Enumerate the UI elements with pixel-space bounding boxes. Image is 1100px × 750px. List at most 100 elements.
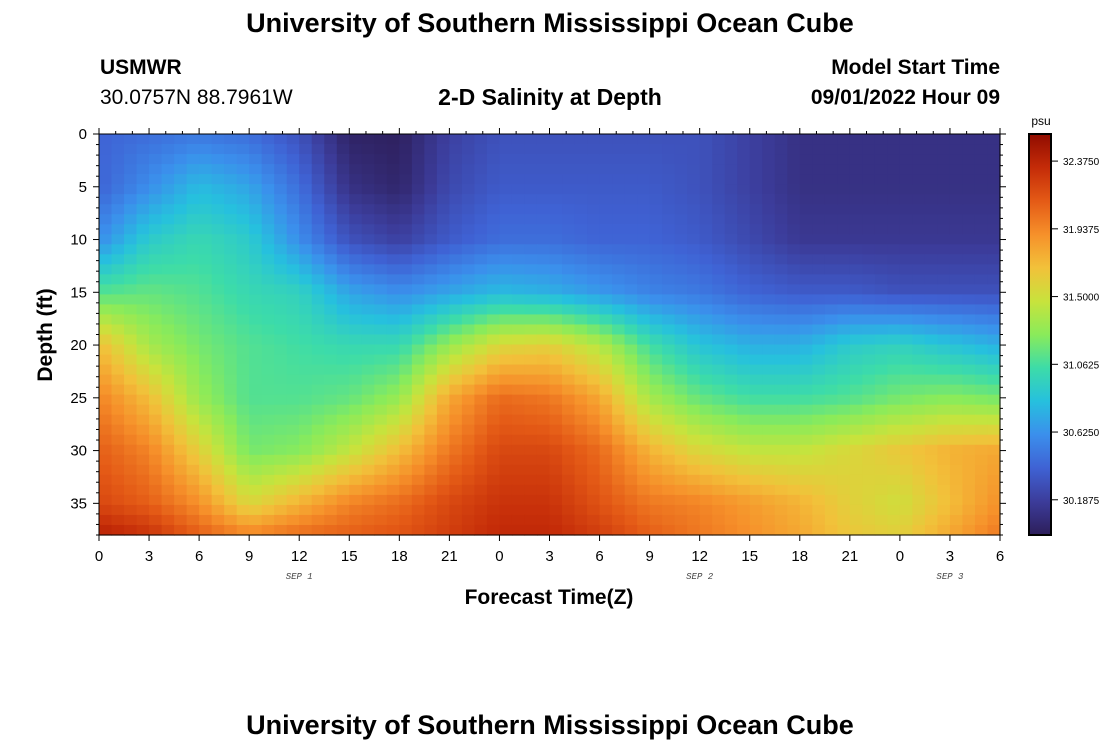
heatmap-cell (712, 324, 726, 336)
heatmap-cell (912, 214, 926, 225)
heatmap-cell (837, 204, 851, 215)
heatmap-cell (99, 444, 113, 456)
heatmap-cell (149, 464, 163, 476)
heatmap-cell (124, 304, 138, 316)
heatmap-cell (574, 524, 588, 536)
heatmap-cell (699, 284, 713, 296)
heatmap-cell (912, 154, 926, 165)
heatmap-cell (937, 154, 951, 165)
heatmap-cell (874, 294, 888, 306)
heatmap-cell (249, 324, 263, 336)
heatmap-cell (136, 294, 150, 306)
heatmap-cell (199, 474, 213, 486)
heatmap-cell (536, 214, 551, 225)
heatmap-cell (587, 374, 601, 386)
heatmap-cell (562, 324, 576, 336)
heatmap-cell (749, 224, 763, 235)
heatmap-cell (424, 434, 438, 446)
heatmap-cell (236, 284, 250, 296)
heatmap-cell (486, 474, 501, 486)
heatmap-cell (674, 174, 688, 185)
heatmap-cell (624, 294, 638, 306)
heatmap-cell (637, 404, 651, 416)
heatmap-cell (599, 264, 613, 275)
heatmap-cell (712, 464, 726, 476)
heatmap-cell (549, 194, 563, 205)
heatmap-cell (399, 374, 413, 386)
heatmap-cell (99, 494, 113, 506)
heatmap-cell (937, 374, 951, 386)
heatmap-cell (236, 154, 250, 165)
heatmap-cell (274, 344, 288, 356)
heatmap-cell (199, 484, 213, 496)
heatmap-cell (587, 334, 601, 346)
heatmap-cell (349, 524, 363, 536)
heatmap-cell (374, 164, 388, 175)
heatmap-cell (411, 484, 425, 496)
heatmap-cell (849, 324, 863, 336)
heatmap-cell (399, 244, 413, 255)
heatmap-cell (837, 334, 851, 346)
heatmap-cell (224, 324, 238, 336)
heatmap-cell (674, 474, 688, 486)
heatmap-cell (299, 304, 313, 316)
heatmap-cell (637, 354, 651, 366)
heatmap-cell (474, 174, 488, 185)
heatmap-cell (837, 314, 851, 326)
heatmap-cell (336, 224, 350, 235)
heatmap-cell (174, 274, 188, 285)
heatmap-cell (99, 204, 113, 215)
x-tick-label: 0 (896, 548, 904, 565)
heatmap-cell (662, 324, 676, 336)
heatmap-cell (974, 184, 989, 195)
heatmap-cell (536, 424, 551, 436)
heatmap-cell (261, 304, 275, 316)
heatmap-cell (211, 334, 225, 346)
heatmap-cell (762, 354, 776, 366)
heatmap-cell (124, 214, 138, 225)
heatmap-cell (887, 494, 901, 506)
heatmap-cell (649, 494, 663, 506)
heatmap-cell (324, 274, 338, 285)
heatmap-cell (286, 154, 300, 165)
heatmap-cell (211, 134, 225, 145)
heatmap-cell (161, 144, 175, 155)
heatmap-cell (174, 284, 188, 296)
heatmap-cell (674, 314, 688, 326)
heatmap-cell (762, 364, 776, 376)
heatmap-cell (812, 284, 826, 296)
heatmap-cell (324, 164, 338, 175)
heatmap-cell (211, 414, 225, 426)
heatmap-cell (211, 524, 225, 536)
heatmap-cell (549, 524, 563, 536)
heatmap-cell (574, 154, 588, 165)
heatmap-cell (574, 164, 588, 175)
heatmap-cell (461, 294, 476, 306)
heatmap-cell (136, 184, 150, 195)
heatmap-cell (399, 134, 413, 145)
heatmap-cell (749, 184, 763, 195)
heatmap-cell (862, 354, 876, 366)
heatmap-cell (99, 454, 113, 466)
heatmap-cell (912, 344, 926, 356)
heatmap-cell (849, 234, 863, 245)
heatmap-cell (324, 144, 338, 155)
heatmap-cell (637, 184, 651, 195)
heatmap-cell (599, 404, 613, 416)
heatmap-cell (774, 514, 788, 526)
heatmap-cell (211, 204, 225, 215)
heatmap-cell (899, 464, 913, 476)
heatmap-cell (161, 474, 175, 486)
heatmap-cell (149, 214, 163, 225)
heatmap-cell (899, 204, 913, 215)
heatmap-cell (99, 194, 113, 205)
heatmap-cell (962, 384, 976, 396)
heatmap-cell (474, 484, 488, 496)
heatmap-cell (724, 364, 738, 376)
heatmap-cell (949, 524, 964, 536)
heatmap-cell (862, 374, 876, 386)
heatmap-cell (99, 154, 113, 165)
heatmap-cell (874, 334, 888, 346)
heatmap-cell (937, 204, 951, 215)
heatmap-cell (111, 344, 125, 356)
